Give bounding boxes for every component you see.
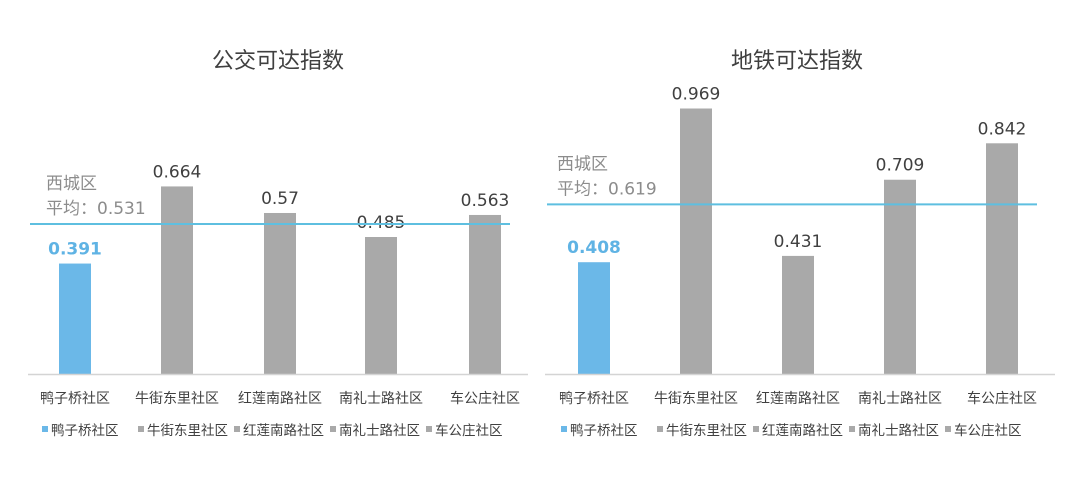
x-tick-label: 南礼士路社区: [858, 391, 942, 407]
bar-2: [680, 108, 712, 374]
legend-entry-1: 鸭子桥社区: [51, 423, 119, 439]
bar-4: [884, 179, 916, 374]
bar-3: [264, 212, 296, 374]
average-label-value: 平均：0.619: [557, 179, 657, 199]
bar-1: [59, 263, 91, 374]
x-tick-label: 牛街东里社区: [135, 391, 219, 407]
bar-5: [986, 143, 1018, 374]
bar-4: [365, 237, 397, 374]
legend-swatch-2: [657, 426, 663, 432]
data-label-3: 0.431: [774, 232, 823, 252]
bar-5: [469, 214, 501, 374]
x-tick-label: 鸭子桥社区: [559, 391, 629, 407]
legend-swatch-3: [753, 426, 759, 432]
legend-entry-5: 车公庄社区: [954, 422, 1022, 439]
legend-entry-4: 南礼士路社区: [858, 423, 939, 439]
legend-swatch-4: [849, 426, 855, 432]
legend-entry-3: 红莲南路社区: [762, 423, 843, 439]
legend-swatch-4: [330, 426, 336, 432]
average-label-region: 西城区: [557, 154, 608, 174]
x-tick-label: 红莲南路社区: [756, 391, 840, 407]
data-label-3: 0.57: [261, 189, 299, 209]
legend-swatch-1: [42, 426, 48, 432]
x-tick-label: 红莲南路社区: [238, 391, 322, 407]
data-label-5: 0.842: [978, 119, 1027, 139]
chart-title: 地铁可达指数: [731, 49, 863, 74]
data-label-2: 0.969: [672, 84, 721, 104]
legend-entry-4: 南礼士路社区: [339, 423, 420, 439]
bar-2: [161, 186, 193, 374]
chart-title: 公交可达指数: [212, 49, 344, 74]
legend-swatch-1: [561, 426, 567, 432]
data-label-1: 0.408: [567, 238, 621, 258]
legend-entry-5: 车公庄社区: [435, 422, 503, 439]
legend-swatch-5: [426, 426, 432, 432]
legend-entry-3: 红莲南路社区: [243, 423, 324, 439]
data-label-4: 0.485: [357, 213, 406, 233]
legend-swatch-2: [138, 426, 144, 432]
bar-3: [782, 255, 814, 374]
data-label-5: 0.563: [461, 191, 510, 211]
x-tick-label: 车公庄社区: [967, 390, 1037, 407]
x-tick-label: 南礼士路社区: [339, 391, 423, 407]
legend-swatch-5: [945, 426, 951, 432]
data-label-4: 0.709: [876, 156, 925, 176]
x-tick-label: 牛街东里社区: [654, 391, 738, 407]
legend-entry-1: 鸭子桥社区: [570, 423, 638, 439]
x-tick-label: 鸭子桥社区: [40, 391, 110, 407]
legend-entry-2: 牛街东里社区: [147, 423, 228, 439]
legend-entry-2: 牛街东里社区: [666, 423, 747, 439]
legend-swatch-3: [234, 426, 240, 432]
data-label-1: 0.391: [48, 240, 102, 260]
data-label-2: 0.664: [153, 162, 202, 182]
average-label-value: 平均：0.531: [46, 199, 146, 219]
average-label-region: 西城区: [46, 174, 97, 194]
x-tick-label: 车公庄社区: [450, 390, 520, 407]
bar-1: [578, 262, 610, 374]
